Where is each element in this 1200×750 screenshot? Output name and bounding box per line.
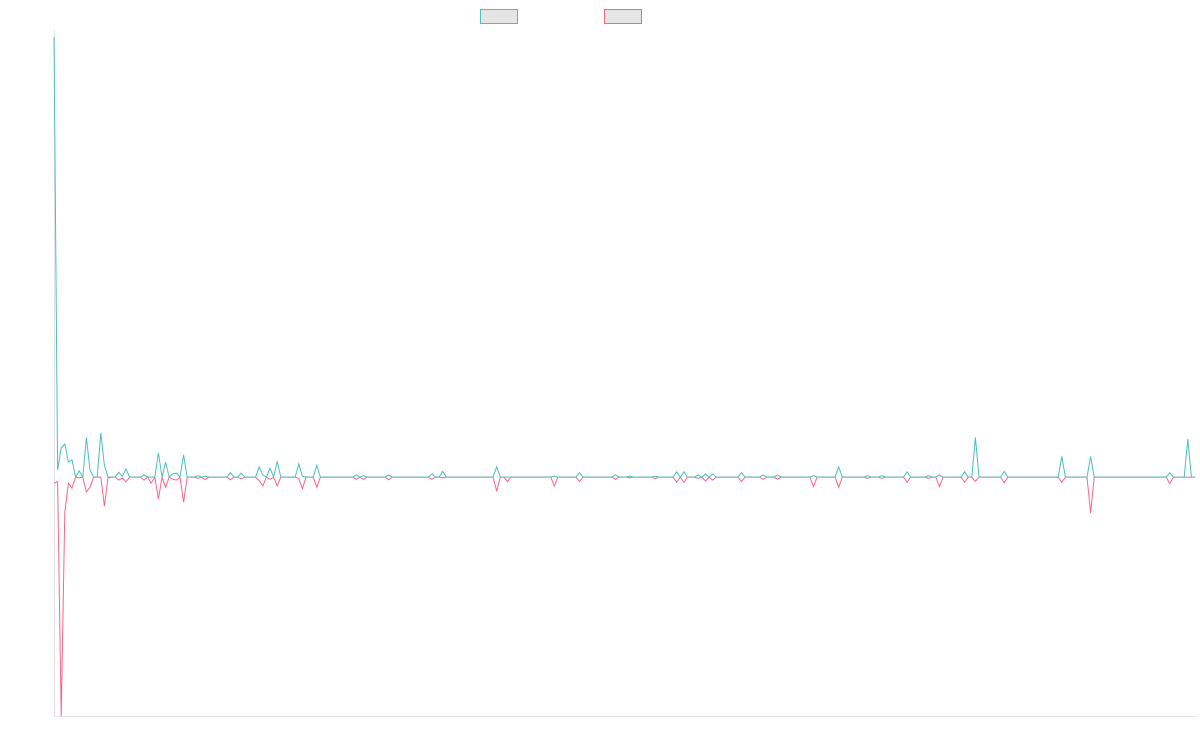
series-1-line xyxy=(53,36,1195,479)
series-2-line xyxy=(53,475,1195,717)
chart-legend xyxy=(0,9,1200,27)
legend-swatch-series-1 xyxy=(480,9,518,24)
legend-swatch-series-2 xyxy=(604,9,642,24)
legend-item-series-2[interactable] xyxy=(604,9,648,24)
legend-item-series-1[interactable] xyxy=(480,9,524,24)
